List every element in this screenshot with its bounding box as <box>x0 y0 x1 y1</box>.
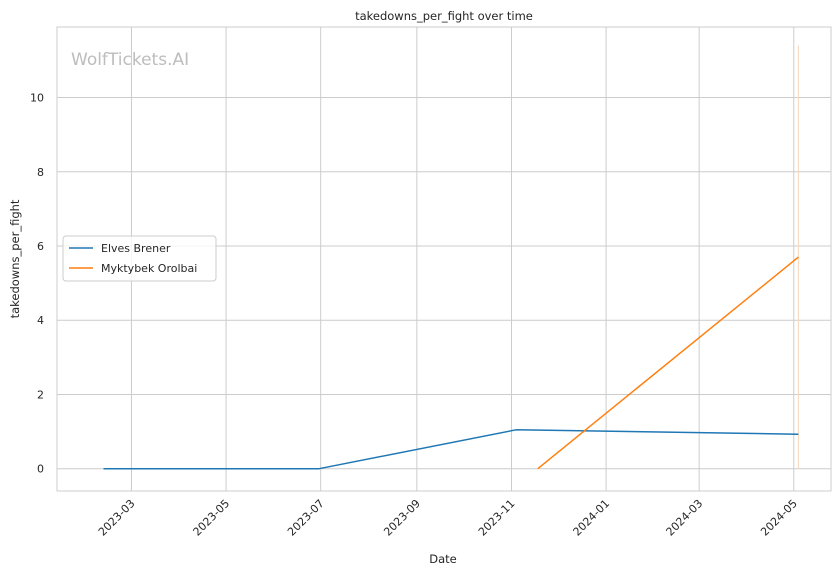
y-tick-label: 2 <box>37 388 44 401</box>
legend: Elves Brener Myktybek Orolbai <box>62 235 217 282</box>
x-axis-label: Date <box>429 552 457 566</box>
watermark: WolfTickets.AI <box>71 50 189 70</box>
x-tick-labels: 2023-03 2023-05 2023-07 2023-09 2023-11 2024-… <box>96 497 800 539</box>
y-tick-label: 10 <box>30 92 44 105</box>
plot-area-frame <box>56 26 832 492</box>
y-tick-labels: 0 2 4 6 8 10 <box>30 92 44 476</box>
x-tick-label: 2023-11 <box>476 497 518 539</box>
y-tick-label: 0 <box>37 463 44 476</box>
series-line-myktybek-orolbai <box>537 256 799 470</box>
series-layer <box>103 256 799 470</box>
chart-title: takedowns_per_fight over time <box>355 9 533 23</box>
x-tick-label: 2023-03 <box>96 497 138 539</box>
x-tick-label: 2024-05 <box>758 497 800 539</box>
y-tick-label: 8 <box>37 166 44 179</box>
x-tick-label: 2023-09 <box>381 497 423 539</box>
legend-label-myktybek-orolbai: Myktybek Orolbai <box>101 262 197 275</box>
legend-label-elves-brener: Elves Brener <box>101 242 171 255</box>
series-line-elves-brener <box>103 429 799 470</box>
x-tick-label: 2023-05 <box>190 497 232 539</box>
x-tick-label: 2023-07 <box>285 497 327 539</box>
y-tick-label: 4 <box>37 314 44 327</box>
x-tick-label: 2024-03 <box>664 497 706 539</box>
y-axis-label: takedowns_per_fight <box>8 199 22 318</box>
x-tick-label: 2024-01 <box>571 497 613 539</box>
legend-box <box>62 235 217 282</box>
y-tick-label: 6 <box>37 240 44 253</box>
